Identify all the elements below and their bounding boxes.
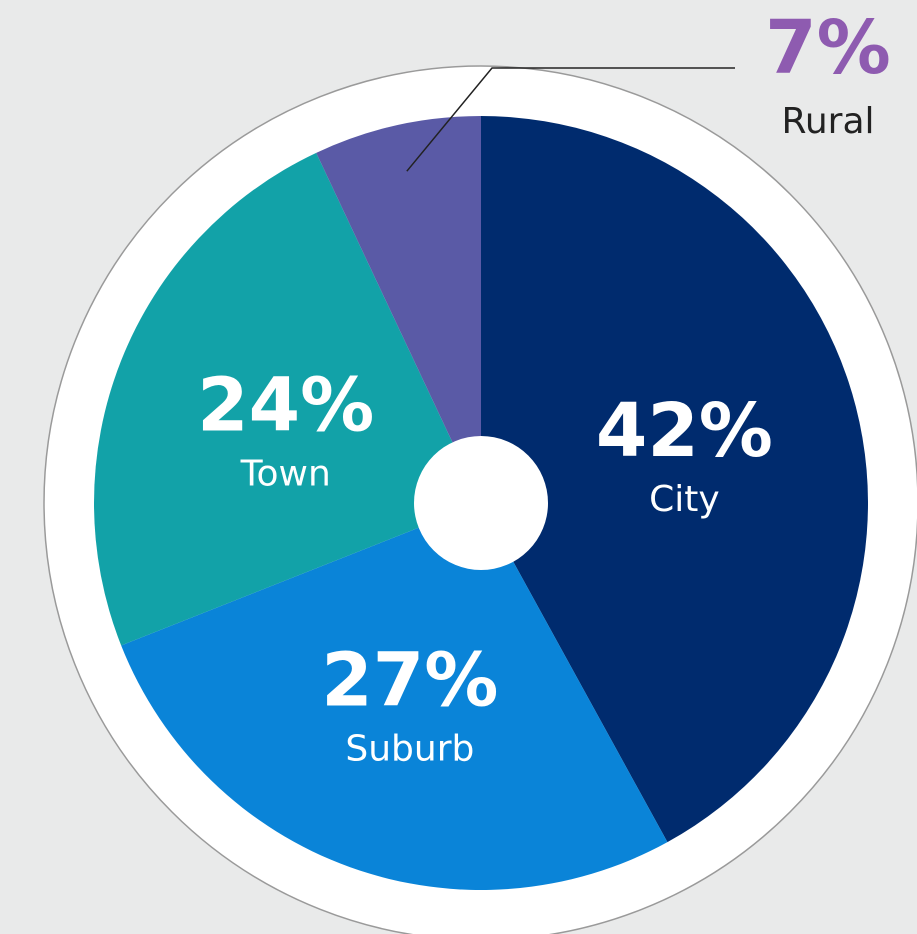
value-label: 42% bbox=[596, 388, 773, 474]
labels: 42% City 27% Suburb 24% Town 7% Rural bbox=[197, 5, 891, 770]
category-label: Rural bbox=[781, 101, 874, 142]
slices bbox=[93, 116, 868, 891]
category-label: Town bbox=[240, 454, 331, 495]
value-label: 24% bbox=[197, 363, 374, 449]
pie-slice bbox=[93, 152, 481, 646]
category-label: Suburb bbox=[345, 729, 474, 770]
pie-slice bbox=[121, 503, 668, 891]
pie-slice bbox=[481, 116, 868, 843]
category-label: City bbox=[649, 479, 720, 520]
center-hole bbox=[414, 436, 548, 570]
value-label: 7% bbox=[765, 5, 891, 91]
leader-line bbox=[406, 67, 735, 172]
value-label: 27% bbox=[321, 638, 498, 724]
pie-slice bbox=[316, 116, 481, 503]
